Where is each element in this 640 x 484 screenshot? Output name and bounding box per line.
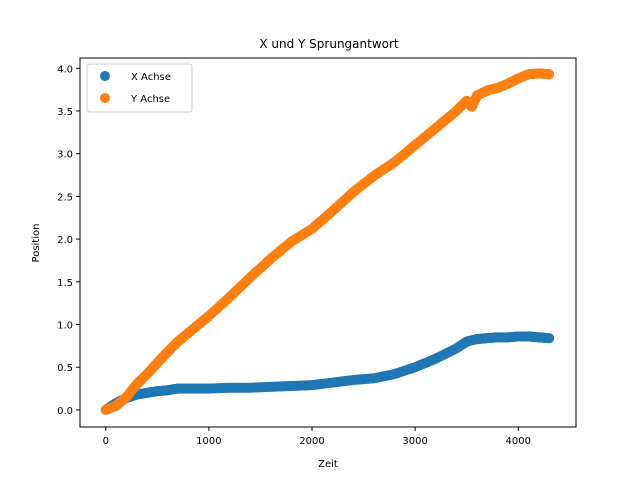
data-point xyxy=(513,331,524,342)
data-point xyxy=(348,187,359,198)
data-point xyxy=(245,382,256,393)
data-point xyxy=(265,381,276,392)
data-point xyxy=(142,387,153,398)
data-point xyxy=(203,383,214,394)
data-point xyxy=(162,385,173,396)
data-point xyxy=(131,379,142,390)
data-point xyxy=(152,386,163,397)
x-tick-label: 3000 xyxy=(402,436,427,447)
data-point xyxy=(203,310,214,321)
y-axis-label: Position xyxy=(31,224,42,263)
data-point xyxy=(265,253,276,264)
data-point xyxy=(193,383,204,394)
x-axis-label: Zeit xyxy=(318,459,338,470)
data-point xyxy=(502,332,513,343)
data-point xyxy=(327,377,338,388)
legend-label: Y Achse xyxy=(130,94,170,105)
data-point xyxy=(544,69,555,80)
y-tick-label: 3.0 xyxy=(57,150,73,161)
data-point xyxy=(100,404,111,415)
x-tick-label: 0 xyxy=(103,436,109,447)
data-point xyxy=(121,392,132,403)
y-tick-label: 0.0 xyxy=(57,406,73,417)
data-point xyxy=(245,272,256,283)
data-point xyxy=(513,73,524,84)
x-tick-label: 4000 xyxy=(506,436,531,447)
data-point xyxy=(368,170,379,181)
legend: X Achse Y Achse xyxy=(86,63,193,113)
data-point xyxy=(368,373,379,384)
data-point xyxy=(327,205,338,216)
data-point xyxy=(482,85,493,96)
data-point xyxy=(410,140,421,151)
data-point xyxy=(389,157,400,168)
legend-label: X Achse xyxy=(131,72,171,83)
data-point xyxy=(410,362,421,373)
y-tick-label: 3.5 xyxy=(57,107,73,118)
y-tick-label: 4.0 xyxy=(57,64,73,75)
data-point xyxy=(523,69,534,80)
data-point xyxy=(348,375,359,386)
data-point xyxy=(451,343,462,354)
data-point xyxy=(152,357,163,368)
data-point xyxy=(502,78,513,89)
data-point xyxy=(224,382,235,393)
legend-box xyxy=(86,63,193,113)
data-point xyxy=(183,328,194,339)
data-point xyxy=(286,381,297,391)
axes-frame xyxy=(79,57,577,428)
y-tick-label: 1.5 xyxy=(57,278,73,289)
x-tick-label: 2000 xyxy=(299,436,324,447)
data-point xyxy=(162,346,173,357)
data-point xyxy=(389,369,400,380)
data-point xyxy=(482,333,493,344)
data-point xyxy=(544,333,555,344)
data-point xyxy=(461,336,472,347)
legend-marker xyxy=(100,93,110,103)
data-point xyxy=(430,123,441,134)
data-point xyxy=(523,331,534,342)
chart-title: X und Y Sprungantwort xyxy=(259,37,399,51)
data-point xyxy=(533,332,544,343)
data-point xyxy=(466,101,477,112)
data-point xyxy=(430,353,441,364)
data-point xyxy=(224,292,235,303)
data-point xyxy=(472,90,483,101)
data-point xyxy=(533,68,544,79)
data-point xyxy=(193,319,204,330)
data-point xyxy=(172,336,183,347)
y-tick-label: 2.5 xyxy=(57,192,73,203)
data-point xyxy=(472,334,483,345)
y-tick-label: 0.5 xyxy=(57,363,73,374)
data-point xyxy=(286,236,297,247)
x-tick-label: 1000 xyxy=(196,436,221,447)
data-point xyxy=(142,369,153,380)
series-y-achse xyxy=(100,68,555,415)
y-tick-label: 2.0 xyxy=(57,235,73,246)
legend-marker xyxy=(100,71,110,81)
data-point xyxy=(111,400,122,411)
y-tick-label: 1.0 xyxy=(57,321,73,332)
data-point xyxy=(492,332,503,343)
data-point xyxy=(492,82,503,93)
data-point xyxy=(451,105,462,116)
data-point xyxy=(307,380,318,391)
data-point xyxy=(172,383,183,394)
data-point xyxy=(183,383,194,394)
data-point xyxy=(307,223,318,234)
